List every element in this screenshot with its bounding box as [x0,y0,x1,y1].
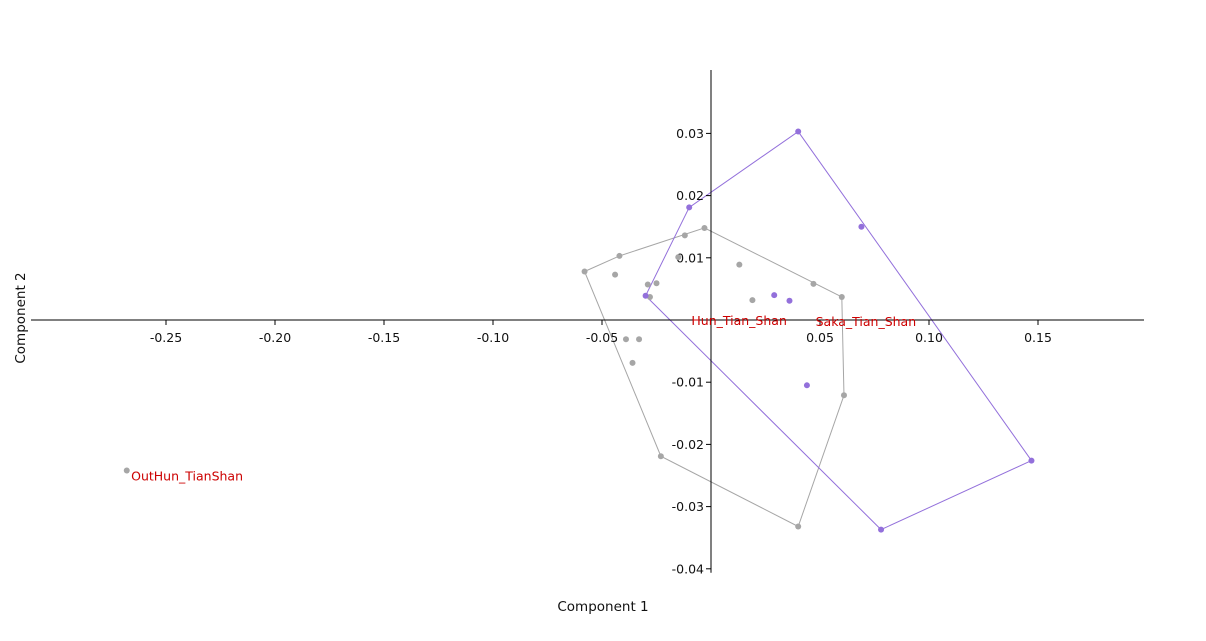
x-tick-label: 0.15 [1024,330,1052,345]
data-point [612,271,619,278]
data-point [123,467,130,474]
data-point [686,204,693,211]
data-point [636,336,643,343]
data-point [858,223,865,230]
data-point [644,281,651,288]
hull-layer [583,130,1033,531]
x-tick-label: -0.15 [368,330,400,345]
data-point [803,382,810,389]
y-tick-label: -0.03 [672,499,704,514]
x-axis-title: Component 1 [557,599,648,615]
point-label: Hun_Tian_Shan [691,313,787,328]
data-point [629,359,636,366]
axes: -0.25 -0.20 -0.15 -0.10 -0.05 0.05 0.10 0.15 0.… [31,70,1144,576]
y-tick-label: 0.03 [676,126,704,141]
convex-hull-1 [644,130,1033,531]
data-point [622,336,629,343]
x-tick-label: -0.25 [150,330,182,345]
data-point [736,261,743,268]
x-tick-label: 0.10 [915,330,943,345]
data-point [653,280,660,287]
points-layer [123,128,1035,533]
data-point [795,523,802,530]
data-point [878,526,885,533]
y-tick-label: -0.01 [672,375,704,390]
x-tick-label: 0.05 [806,330,834,345]
y-axis-title: Component 2 [13,272,29,363]
data-point [616,252,623,259]
data-point [642,292,649,299]
y-tick-label: -0.02 [672,437,704,452]
data-point [840,392,847,399]
data-point [749,297,756,304]
data-point [786,297,793,304]
x-tick-label: -0.10 [477,330,509,345]
y-tick-label: 0.01 [676,250,704,265]
data-point [838,293,845,300]
convex-hull-0 [583,227,845,528]
data-point [810,280,817,287]
x-tick-label: -0.20 [259,330,291,345]
point-label: OutHun_TianShan [131,469,243,484]
y-tick-label: 0.02 [676,188,704,203]
x-ticks: -0.25 -0.20 -0.15 -0.10 -0.05 0.05 0.10 0.15 [150,320,1052,345]
data-point [681,232,688,239]
y-ticks: 0.03 0.02 0.01 -0.01 -0.02 -0.03 -0.04 [672,126,711,576]
data-point [581,268,588,275]
y-tick-label: -0.04 [672,561,704,576]
data-point [1028,457,1035,464]
data-point [675,254,682,261]
annotation-layer: Hun_Tian_Shan Saka_Tian_Shan OutHun_TianSh… [131,313,916,484]
data-point [771,292,778,299]
x-tick-label: -0.05 [586,330,618,345]
data-point [701,224,708,231]
data-point [657,453,664,460]
data-point [795,128,802,135]
point-label: Saka_Tian_Shan [816,314,917,329]
